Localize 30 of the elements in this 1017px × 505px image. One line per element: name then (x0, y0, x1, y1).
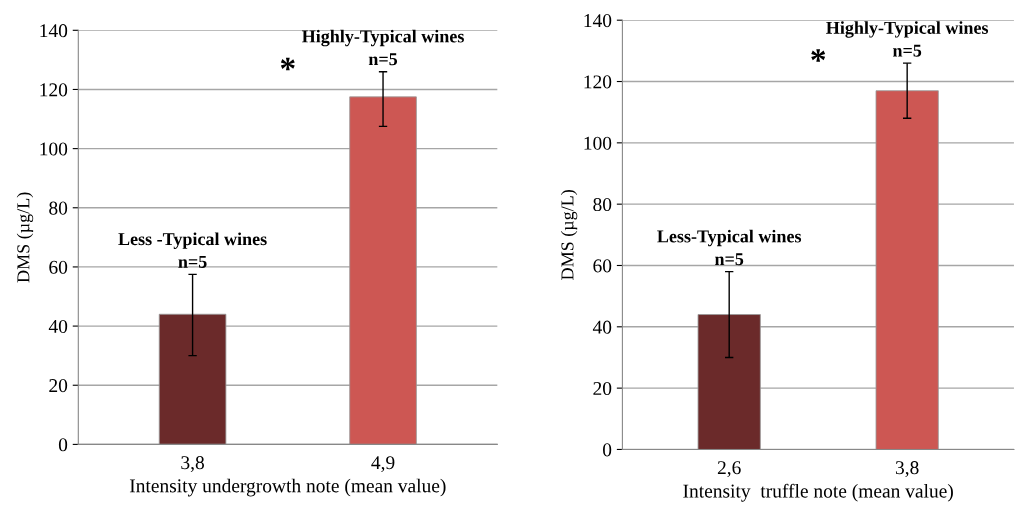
y-tick-label: 20 (593, 381, 612, 396)
y-axis-title: DMS (µg/L) (560, 190, 578, 280)
y-tick-label: 40 (48, 319, 68, 334)
y-tick-label: 140 (584, 14, 612, 28)
annotation: Highly-Typical wines n=5 (826, 21, 989, 57)
x-tick-label: 2,6 (717, 461, 741, 478)
y-tick-label: 80 (593, 197, 612, 212)
y-tick-label: 60 (49, 260, 68, 274)
y-tick-label: 140 (40, 24, 68, 38)
y-axis-title: DMS (µg/L) (16, 192, 34, 283)
x-tick-label: 3,8 (181, 456, 204, 472)
x-tick-label: 3,8 (895, 461, 919, 478)
y-tick-label: 60 (593, 259, 612, 273)
annotation: Less-Typical wines n=5 (657, 229, 802, 266)
x-axis-title: Intensity truffle note (mean value) (683, 483, 953, 502)
y-tick-label: 120 (40, 83, 68, 97)
annotation: * (280, 57, 295, 71)
y-tick-label: 40 (592, 320, 612, 334)
y-tick-label: 80 (49, 201, 68, 215)
y-tick-label: 120 (584, 75, 612, 89)
y-tick-label: 100 (584, 136, 612, 150)
annotation: Highly-Typical wines n=5 (302, 29, 464, 66)
x-axis-title: Intensity undergrowth note (mean value) (129, 478, 446, 497)
y-tick-label: 0 (58, 438, 68, 452)
annotation: * (811, 49, 826, 62)
x-tick-label: 4,9 (371, 456, 395, 472)
y-tick-label: 20 (49, 379, 68, 393)
y-tick-label: 100 (40, 142, 68, 156)
annotation: Less -Typical wines n=5 (118, 232, 267, 268)
y-tick-label: 0 (603, 443, 612, 457)
